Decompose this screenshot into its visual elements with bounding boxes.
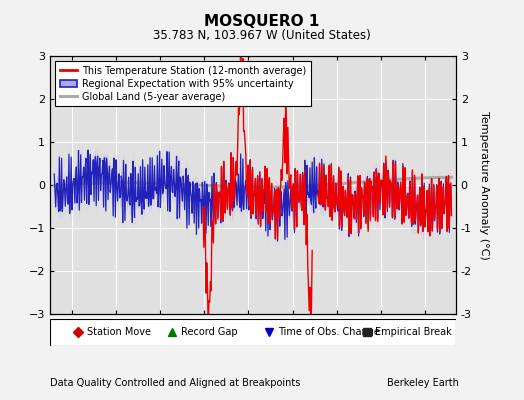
Text: Empirical Break: Empirical Break — [376, 327, 452, 338]
Text: Data Quality Controlled and Aligned at Breakpoints: Data Quality Controlled and Aligned at B… — [50, 378, 300, 388]
Legend: This Temperature Station (12-month average), Regional Expectation with 95% uncer: This Temperature Station (12-month avera… — [54, 61, 311, 106]
Text: Station Move: Station Move — [87, 327, 151, 338]
Text: 35.783 N, 103.967 W (United States): 35.783 N, 103.967 W (United States) — [153, 29, 371, 42]
Text: Berkeley Earth: Berkeley Earth — [387, 378, 458, 388]
Y-axis label: Temperature Anomaly (°C): Temperature Anomaly (°C) — [478, 111, 488, 259]
Text: MOSQUERO 1: MOSQUERO 1 — [204, 14, 320, 29]
Text: Time of Obs. Change: Time of Obs. Change — [278, 327, 380, 338]
Text: Record Gap: Record Gap — [181, 327, 237, 338]
